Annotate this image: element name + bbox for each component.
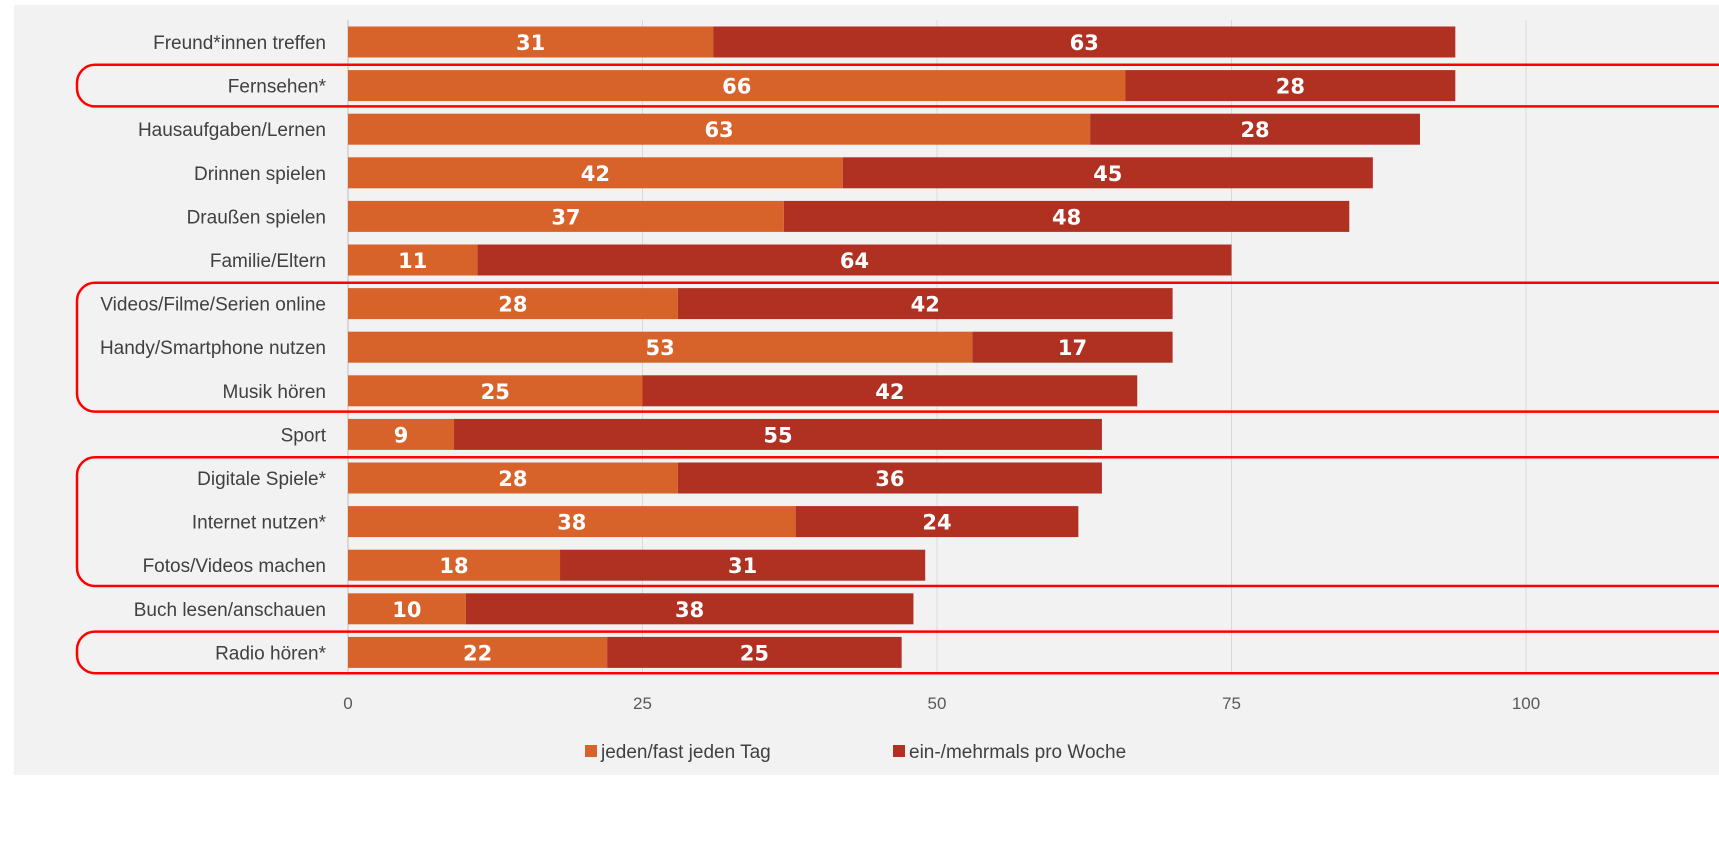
- category-label: Buch lesen/anschauen: [134, 600, 326, 621]
- bar-weekly: [477, 244, 1232, 276]
- highlight-box: [75, 630, 1719, 675]
- bar-label-daily: 42: [581, 162, 610, 186]
- bar-weekly: [677, 462, 1102, 494]
- bar-label-daily: 28: [498, 467, 527, 491]
- bar-label-weekly: 42: [875, 380, 904, 404]
- bar-label-weekly: 17: [1058, 336, 1087, 360]
- bar-daily: [348, 26, 714, 58]
- bar-label-daily: 38: [557, 511, 586, 535]
- bar-label-daily: 37: [551, 205, 580, 229]
- bar-label-weekly: 28: [1240, 118, 1269, 142]
- category-label: Drinnen spielen: [194, 164, 326, 185]
- bar-weekly: [677, 288, 1173, 320]
- bar-label-weekly: 48: [1052, 205, 1081, 229]
- category-label: Musik hören: [223, 382, 327, 403]
- bar-weekly: [1125, 70, 1456, 102]
- legend-weekly-swatch: [893, 745, 905, 757]
- highlight-box: [75, 281, 1719, 413]
- bar-weekly: [842, 157, 1373, 189]
- bar-weekly: [795, 506, 1079, 538]
- x-tick-label-0: 0: [343, 694, 352, 713]
- bar-weekly: [607, 636, 902, 668]
- bar-label-daily: 11: [398, 249, 427, 273]
- bar-daily: [348, 549, 561, 581]
- highlight-box: [75, 63, 1719, 108]
- bar-label-weekly: 31: [728, 554, 757, 578]
- bar-label-daily: 28: [498, 293, 527, 317]
- bar-daily: [348, 506, 796, 538]
- bar-weekly: [560, 549, 926, 581]
- bar-label-weekly: 38: [675, 598, 704, 622]
- bar-label-weekly: 36: [875, 467, 904, 491]
- bar-daily: [348, 636, 608, 668]
- bar-label-daily: 53: [646, 336, 675, 360]
- bar-daily: [348, 418, 455, 450]
- bar-daily: [348, 288, 678, 320]
- legend-daily-swatch: [585, 745, 597, 757]
- legend-daily-label: jeden/fast jeden Tag: [600, 742, 771, 763]
- bar-label-daily: 66: [722, 75, 751, 99]
- category-label: Hausaufgaben/Lernen: [138, 120, 326, 141]
- bar-label-weekly: 25: [740, 641, 769, 665]
- category-label: Familie/Eltern: [210, 251, 326, 272]
- x-tick-label-50: 50: [928, 694, 947, 713]
- bar-daily: [348, 157, 843, 189]
- bar-label-daily: 18: [439, 554, 468, 578]
- bar-label-weekly: 24: [922, 511, 951, 535]
- bar-label-daily: 25: [481, 380, 510, 404]
- bar-daily: [348, 244, 478, 276]
- bar-label-weekly: 42: [911, 293, 940, 317]
- bar-daily: [348, 593, 466, 625]
- bar-label-daily: 63: [704, 118, 733, 142]
- category-label: Internet nutzen*: [192, 513, 327, 534]
- bar-daily: [348, 70, 1126, 102]
- category-label: Radio hören*: [215, 643, 327, 664]
- bar-label-daily: 10: [392, 598, 421, 622]
- category-label: Handy/Smartphone nutzen: [100, 338, 326, 359]
- legend-weekly-label: ein-/mehrmals pro Woche: [909, 742, 1126, 763]
- x-tick-label-25: 25: [633, 694, 652, 713]
- bar-weekly: [972, 331, 1173, 363]
- bar-label-weekly: 28: [1276, 75, 1305, 99]
- highlight-box: [75, 455, 1719, 588]
- category-label: Digitale Spiele*: [197, 469, 326, 490]
- bar-weekly: [783, 200, 1350, 232]
- bar-label-weekly: 55: [763, 423, 792, 447]
- bar-label-daily: 9: [394, 423, 409, 447]
- category-label: Fernsehen*: [228, 77, 327, 98]
- category-label: Draußen spielen: [187, 207, 326, 228]
- bar-daily: [348, 113, 1091, 145]
- bar-weekly: [713, 26, 1456, 58]
- bar-daily: [348, 375, 643, 407]
- category-label: Freund*innen treffen: [153, 33, 326, 54]
- bar-weekly: [454, 418, 1102, 450]
- category-label: Sport: [281, 425, 327, 446]
- x-tick-label-100: 100: [1512, 694, 1540, 713]
- bar-label-weekly: 64: [840, 249, 869, 273]
- bar-daily: [348, 331, 973, 363]
- bar-weekly: [1090, 113, 1420, 145]
- bar-label-daily: 22: [463, 641, 492, 665]
- x-tick-label-75: 75: [1222, 694, 1241, 713]
- bar-label-weekly: 45: [1093, 162, 1122, 186]
- bar-label-weekly: 63: [1070, 31, 1099, 55]
- bar-weekly: [465, 593, 914, 625]
- bar-weekly: [642, 375, 1138, 407]
- bar-daily: [348, 200, 784, 232]
- bar-label-daily: 31: [516, 31, 545, 55]
- bar-daily: [348, 462, 678, 494]
- category-label: Videos/Filme/Serien online: [100, 295, 326, 316]
- category-label: Fotos/Videos machen: [143, 556, 326, 577]
